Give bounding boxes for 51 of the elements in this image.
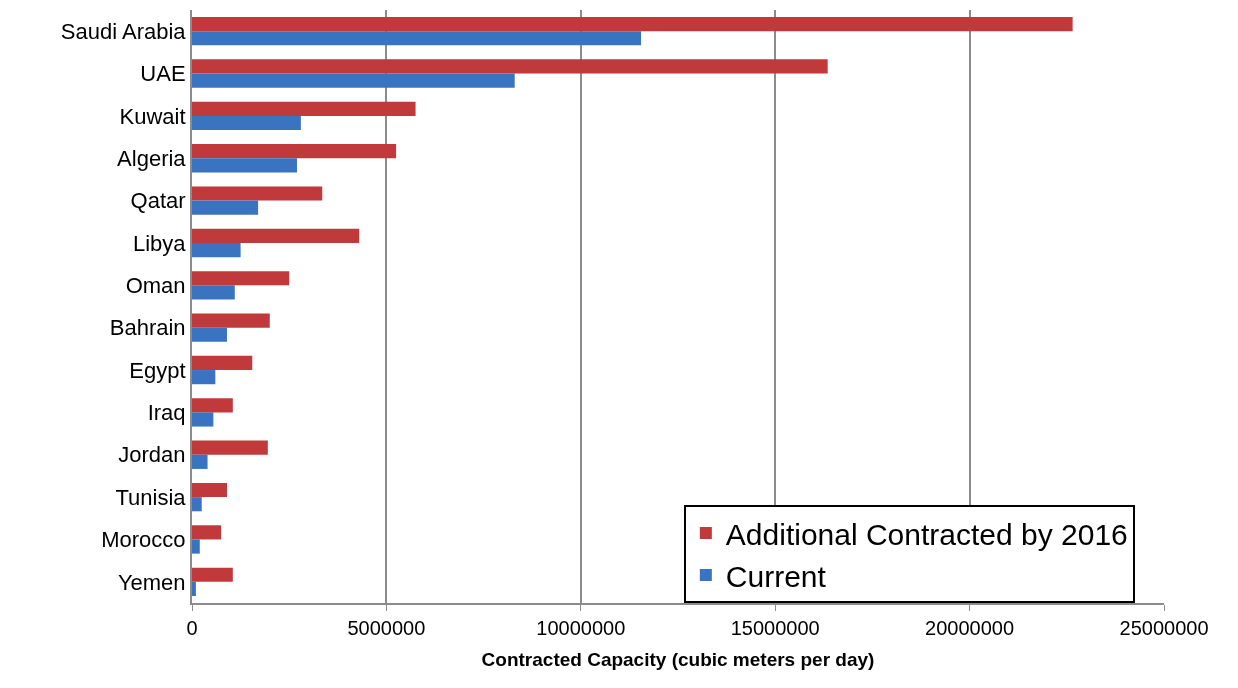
legend-label: Additional Contracted by 2016 bbox=[725, 517, 1128, 551]
bar bbox=[192, 271, 290, 286]
bar bbox=[192, 539, 200, 554]
x-tick-label: 5000000 bbox=[347, 617, 426, 639]
bar bbox=[192, 454, 208, 469]
bar bbox=[192, 482, 227, 498]
bar bbox=[192, 412, 214, 427]
y-tick-label: Oman bbox=[125, 273, 186, 299]
bar bbox=[192, 440, 268, 455]
bar bbox=[192, 144, 397, 159]
y-tick-label: Qatar bbox=[130, 188, 186, 214]
bar bbox=[192, 327, 227, 342]
bar bbox=[192, 101, 416, 116]
legend-label: Current bbox=[725, 559, 827, 593]
y-tick-label: Algeria bbox=[117, 145, 187, 171]
y-tick-label: Saudi Arabia bbox=[60, 18, 187, 44]
bar bbox=[192, 115, 301, 131]
bar bbox=[192, 313, 270, 328]
bar bbox=[192, 158, 297, 173]
bar bbox=[192, 31, 642, 46]
x-tick-label: 20000000 bbox=[925, 617, 1015, 639]
bar bbox=[192, 228, 360, 243]
y-tick-label: Bahrain bbox=[109, 315, 186, 341]
x-tick-label: 25000000 bbox=[1119, 617, 1209, 639]
y-tick-label: Egypt bbox=[129, 357, 186, 383]
bar bbox=[192, 200, 259, 215]
bar bbox=[192, 497, 202, 512]
bar bbox=[192, 242, 241, 258]
y-tick-label: Yemen bbox=[117, 569, 186, 595]
bar bbox=[192, 398, 233, 413]
bar bbox=[192, 59, 828, 74]
y-tick-label: UAE bbox=[140, 61, 186, 87]
y-tick-label: Tunisia bbox=[115, 484, 187, 510]
bar bbox=[192, 581, 196, 597]
bar bbox=[192, 525, 222, 540]
x-tick-label: 0 bbox=[186, 617, 198, 639]
bar bbox=[192, 16, 1073, 32]
y-tick-label: Kuwait bbox=[119, 103, 186, 129]
y-tick-label: Iraq bbox=[147, 400, 186, 426]
y-tick-label: Jordan bbox=[118, 442, 186, 468]
x-tick-label: 15000000 bbox=[730, 617, 820, 639]
x-tick-label: 10000000 bbox=[536, 617, 626, 639]
bar bbox=[192, 186, 323, 201]
x-axis-title: Contracted Capacity (cubic meters per day) bbox=[481, 649, 875, 671]
y-tick-label: Libya bbox=[133, 230, 187, 256]
bar bbox=[192, 567, 233, 582]
bar bbox=[192, 370, 216, 385]
bar bbox=[192, 355, 253, 371]
bar bbox=[192, 73, 515, 88]
bar bbox=[192, 285, 235, 300]
y-tick-label: Morocco bbox=[101, 527, 186, 553]
